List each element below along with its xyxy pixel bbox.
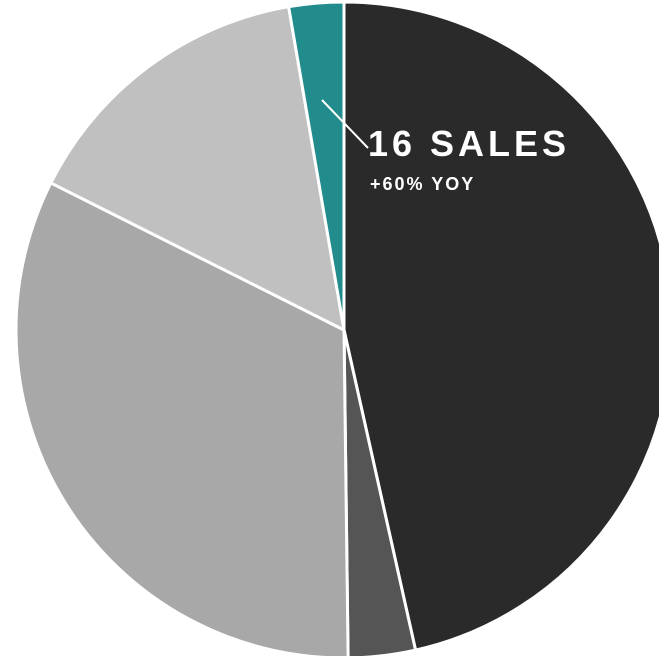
annotation-leader [321,99,369,149]
annotation-title: 16 SALES [368,123,570,164]
pie [14,0,659,656]
annotation-subtitle: +60% YOY [370,174,475,194]
pie-slice [49,5,346,332]
pie-slice [14,181,350,656]
pie-slice [287,0,346,332]
pie-slice [342,0,659,652]
